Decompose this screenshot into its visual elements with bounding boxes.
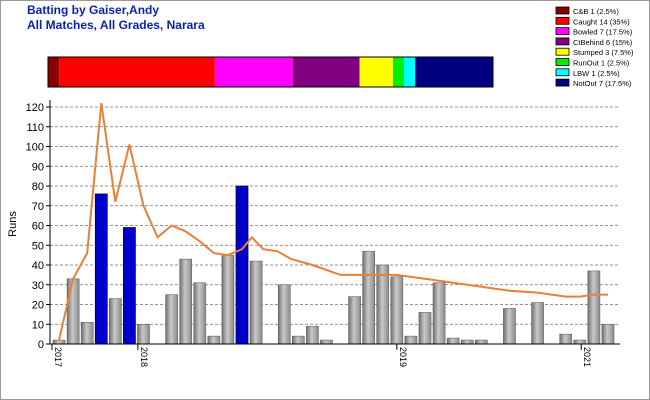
bar-innings-23 [362, 250, 375, 345]
average-line [58, 102, 608, 341]
legend-label-3: CtBehind 6 (15%) [573, 38, 633, 47]
legend-label-0: C&B 1 (2.5%) [573, 7, 619, 16]
legend-label-4: Stumped 3 (7.5%) [573, 48, 634, 57]
y-tick-label-110: 110 [26, 122, 44, 134]
legend-label-1: Caught 14 (35%) [573, 17, 630, 26]
y-tick-label-100: 100 [26, 142, 44, 154]
bar-innings-29 [446, 337, 460, 345]
bar-innings-39 [587, 270, 601, 345]
bar-innings-24 [376, 264, 390, 345]
y-tick-label-70: 70 [32, 201, 44, 213]
bar-innings-17 [277, 284, 291, 345]
gridlines [50, 106, 620, 325]
bar-innings-30 [460, 339, 474, 345]
bar-innings-5 [109, 298, 122, 345]
bar-innings-4 [94, 193, 108, 345]
y-tick-label-40: 40 [32, 260, 44, 272]
legend-swatch-5 [555, 58, 570, 66]
innings-bars [52, 185, 615, 345]
y-tick-label-50: 50 [32, 240, 44, 252]
dismissal-segment-0 [48, 57, 60, 87]
average-line-path [58, 102, 608, 341]
dismissal-segment-3 [292, 57, 360, 87]
y-tick-label-60: 60 [32, 221, 44, 233]
legend-swatch-1 [555, 16, 570, 25]
bar-innings-26 [404, 335, 418, 345]
bar-innings-37 [559, 333, 573, 345]
dismissal-segment-1 [59, 57, 215, 87]
bar-innings-18 [292, 335, 305, 345]
y-tick-label-10: 10 [32, 319, 44, 331]
axes: 0 10 20 30 40 50 60 70 80 90 100 110 120 2017 2018 2019… [26, 100, 620, 367]
y-tick-label-0: 0 [38, 339, 44, 351]
y-tick-label-80: 80 [32, 181, 44, 193]
bar-innings-9 [165, 294, 178, 345]
bar-innings-38 [573, 339, 587, 345]
legend-label-6: LBW 1 (2.5%) [573, 69, 620, 78]
bar-innings-31 [474, 339, 488, 345]
dismissal-segment-4 [359, 57, 393, 87]
legend-label-7: NotOut 7 (17.5%) [573, 79, 632, 88]
x-tick-label-2018: 2018 [139, 347, 149, 367]
x-tick-label-2021: 2021 [582, 347, 592, 367]
bar-innings-27 [418, 312, 432, 345]
title-line-player: Batting by Gaiser,Andy [27, 3, 160, 17]
bar-innings-11 [193, 282, 207, 345]
dismissal-breakdown-bar [47, 56, 494, 88]
bar-innings-6 [123, 227, 136, 345]
bar-innings-3 [80, 322, 94, 345]
bar-innings-15 [249, 260, 263, 345]
dismissal-segment-5 [392, 57, 404, 87]
bar-innings-19 [306, 325, 319, 345]
dismissal-segment-7 [415, 57, 493, 87]
dismissal-segment-2 [214, 57, 293, 87]
y-tick-label-90: 90 [32, 161, 44, 173]
legend-label-2: Bowled 7 (17.5%) [573, 28, 633, 37]
dismissal-bar-border [47, 56, 494, 88]
bar-innings-33 [503, 308, 516, 345]
title-line-scope: All Matches, All Grades, Narara [27, 18, 205, 32]
y-tick-label-30: 30 [32, 280, 44, 292]
bar-innings-40 [601, 324, 615, 345]
x-tick-label-2017: 2017 [53, 347, 63, 367]
legend-swatch-0 [555, 6, 570, 15]
bar-innings-1 [52, 339, 66, 345]
legend-swatch-3 [555, 37, 570, 46]
bar-innings-14 [235, 185, 249, 345]
bar-innings-35 [531, 302, 544, 345]
bar-innings-22 [348, 296, 361, 345]
legend-swatch-7 [555, 78, 570, 87]
x-tick-label-2019: 2019 [398, 347, 408, 367]
bar-innings-25 [390, 276, 404, 345]
bar-innings-10 [179, 258, 193, 345]
legend-swatch-6 [555, 68, 570, 77]
bar-innings-2 [66, 278, 80, 345]
y-axis-label: Runs [7, 211, 19, 237]
y-tick-label-120: 120 [26, 102, 44, 114]
dismissal-legend: C&B 1 (2.5%)Caught 14 (35%) Bowled 7 (17.… [555, 6, 634, 88]
dismissal-segment-6 [404, 57, 416, 87]
bar-innings-12 [207, 335, 221, 345]
bar-innings-7 [137, 324, 150, 345]
legend-swatch-2 [555, 27, 570, 36]
legend-label-5: RunOut 1 (2.5%) [573, 59, 630, 68]
bar-innings-28 [432, 282, 446, 345]
legend-swatch-4 [555, 47, 570, 56]
bar-innings-20 [320, 339, 333, 345]
y-tick-label-20: 20 [32, 300, 44, 312]
bar-innings-13 [221, 254, 235, 345]
chart-title: Batting by Gaiser,Andy All Matches, All … [27, 3, 205, 33]
